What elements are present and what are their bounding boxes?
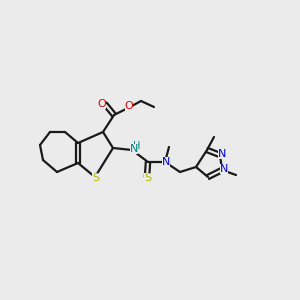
Text: S: S [144,173,152,183]
Text: H: H [133,141,141,151]
Text: O: O [124,101,134,111]
Text: S: S [92,173,100,183]
Text: N: N [130,144,138,154]
Text: O: O [98,99,106,109]
Text: N: N [218,149,226,159]
Text: N: N [162,157,170,167]
Text: N: N [220,164,228,174]
